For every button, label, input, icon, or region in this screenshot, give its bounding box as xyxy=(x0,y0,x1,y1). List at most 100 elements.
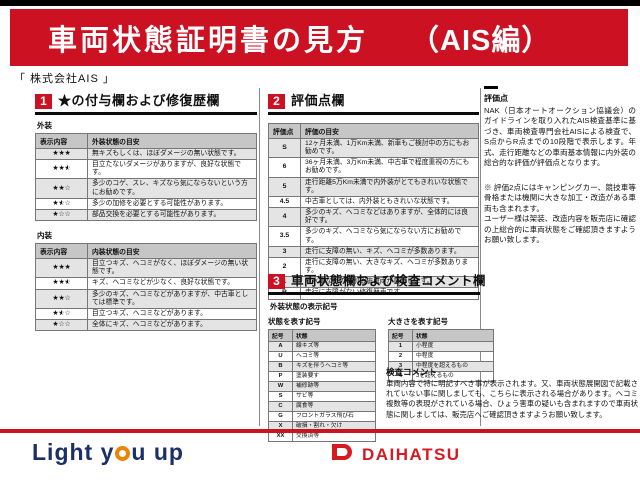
table-row: S 12ヶ月未満、1万Km未満、新車もご検討中の方にもお勧めです。 xyxy=(268,137,479,159)
table-row: ★★☆ 多少のキズ、ヘコミなどがありますが、中古車としては標準です。 xyxy=(35,288,257,309)
side-body-text: NAK（日本オートオークション協議会）のガイドラインを取り入れたAIS検査基準に… xyxy=(484,106,636,168)
section-number-badge: 3 xyxy=(268,274,285,289)
symbol-cell: 3.5 xyxy=(268,226,301,247)
column-header: 内装状態の目安 xyxy=(87,243,257,260)
description-cell: 目立たないダメージがありますが、良好な状態です。 xyxy=(87,159,257,180)
description-cell: 多少のコゲ、スレ、キズなら気にならないという方にお勧めです。 xyxy=(87,178,257,199)
page-title-edition: （AIS編） xyxy=(410,24,552,57)
table-row: ★★★ 無キズもしくは、ほぼダメージの無い状態です。 xyxy=(35,147,257,161)
daihatsu-d-mark-icon xyxy=(330,442,356,467)
description-cell: 目立つキズ、ヘコミがなく、ほぼダメージの無い状態です。 xyxy=(87,258,257,279)
side-note-line1: ※ 評価2点にはキャンピングカー、競技車等骨格または機関に大きな加工・改造がある… xyxy=(484,182,636,213)
star-rating: ★★☆ xyxy=(52,294,71,302)
inspection-comment-block: 検査コメント 車両内容で特に明記すべき事が表示されます。又、車両状態展開図で記載… xyxy=(386,366,638,420)
column-header: 状態 xyxy=(412,329,494,342)
table-row: 3.5 多少のキズ、ヘコミなら気にならない方にお勧めです。 xyxy=(268,226,479,247)
symbol-cell: G xyxy=(268,410,293,422)
half-star-icon: ☆ ★ xyxy=(64,165,71,173)
table-row: U ヘコミ等 xyxy=(268,350,376,362)
symbol-cell: 4.5 xyxy=(268,195,301,209)
description-cell: 部品交換を必要とする可能性があります。 xyxy=(87,208,257,222)
section-number-badge: 1 xyxy=(35,94,52,109)
description-cell: フロントガラス飛び石 xyxy=(292,410,376,422)
half-star-icon: ☆ ★ xyxy=(58,199,65,207)
description-cell: 多少の加修を必要とする可能性があります。 xyxy=(87,197,257,210)
description-cell: ヘコミ等 xyxy=(292,350,376,362)
section-star-rating: 1 ★の付与欄および修復歴欄 外装 表示内容 外装状態の目安 ★★★ 無キズもしくは、… xyxy=(35,90,257,332)
star-rating-cell: ★☆ ★ ☆ xyxy=(35,197,88,210)
description-cell: キズを伴うヘコミ等 xyxy=(292,360,376,372)
table-row: 4 3を超えるもの xyxy=(388,370,494,382)
interior-star-table: 表示内容 内装状態の目安 ★★★ 目立つキズ、ヘコミがなく、ほぼダメージの無い状態です… xyxy=(35,243,257,332)
column-header: 状態 xyxy=(292,329,376,342)
star-rating-cell: ★★☆ xyxy=(35,288,88,309)
side-note-line2: ユーザー様は架装、改造内容を販売店に確認の上総合的に車両状態をご確認頂きますよう… xyxy=(484,214,636,245)
evaluation-points-table: 評価点 評価の目安 S 12ヶ月未満、1万Km未満、新車もご検討中の方にもお勧めです。… xyxy=(268,123,479,300)
page-header-banner: 車両状態証明書の見方 （AIS編） xyxy=(10,9,628,66)
symbol-cell: 5 xyxy=(268,176,301,197)
star-rating: ★★☆ ★ xyxy=(52,279,71,287)
footer-divider-line xyxy=(0,429,640,433)
symbol-cell: 2 xyxy=(388,350,413,362)
section1-title: ★の付与欄および修復歴欄 xyxy=(58,93,221,108)
symbol-cell: U xyxy=(268,350,293,362)
star-rating: ★☆☆ xyxy=(52,210,71,218)
dash-mark xyxy=(484,86,498,89)
table-row: X 破損・割れ・欠け xyxy=(268,420,376,432)
exterior-label: 外装 xyxy=(37,121,52,130)
description-cell: 中古車としては、内外装ともきれいな状態です。 xyxy=(300,195,479,209)
page-title: 車両状態証明書の見方 xyxy=(48,24,369,57)
table-row: A 線キズ等 xyxy=(268,341,376,352)
description-cell: 塗装要す xyxy=(292,370,376,382)
state-symbol-label: 状態を表す記号 xyxy=(268,317,321,326)
exterior-star-table: 表示内容 外装状態の目安 ★★★ 無キズもしくは、ほぼダメージの無い状態です。 ★★☆ ★… xyxy=(35,133,257,222)
exterior-symbols-subheading: 外装状態の表示記号 xyxy=(270,302,338,311)
symbol-tables-area: 状態を表す記号 記号 状態 A 線キズ等 U ヘコミ等 B キズを伴うヘコミ等 P 塗装要す W 補修… xyxy=(268,314,640,442)
state-symbol-table: 記号 状態 A 線キズ等 U ヘコミ等 B キズを伴うヘコミ等 P 塗装要す W 補修跡等 S サビ等 C 腐… xyxy=(268,329,376,442)
symbol-cell: S xyxy=(268,137,301,159)
table-row: 3 走行に支障の無い、キズ、ヘコミが多数あります。 xyxy=(268,245,479,258)
column-divider xyxy=(259,88,260,426)
star-rating: ★★★ xyxy=(52,150,71,157)
table-row: B キズを伴うヘコミ等 xyxy=(268,360,376,372)
symbol-cell: 6 xyxy=(268,157,301,178)
table-row: ★☆☆ 全体にキズ、ヘコミなどがあります。 xyxy=(35,319,257,332)
star-rating: ★★☆ ★ xyxy=(52,165,71,173)
star-rating-cell: ★☆ ★ ☆ xyxy=(35,307,88,321)
symbol-cell: W xyxy=(268,380,293,392)
slogan-text-right: u up xyxy=(131,439,184,465)
description-cell: 補修跡等 xyxy=(292,380,376,392)
inspection-comment-text: 車両内容で特に明記すべき事が表示されます。又、車両状態展開図で記載されていない事… xyxy=(386,379,638,419)
inspection-comment-heading: 検査コメント xyxy=(386,367,438,377)
table-row: ★☆☆ 部品交換を必要とする可能性があります。 xyxy=(35,208,257,222)
description-cell: 多少のキズ、ヘコミなら気にならない方にお勧めです。 xyxy=(300,226,479,247)
description-cell: 3を超えるもの xyxy=(412,370,494,382)
column-header: 表示内容 xyxy=(35,133,88,149)
table-header-row: 記号 状態 xyxy=(268,329,376,342)
section-evaluation-points: 2 評価点欄 評価点 評価の目安 S 12ヶ月未満、1万Km未満、新車もご検討中の方に… xyxy=(268,90,479,300)
column-header: 記号 xyxy=(268,329,293,342)
symbol-cell: P xyxy=(268,370,293,382)
table-row: ★★☆ 多少のコゲ、スレ、キズなら気にならないという方にお勧めです。 xyxy=(35,178,257,199)
description-cell: 12ヶ月未満、1万Km未満、新車もご検討中の方にもお勧めです。 xyxy=(300,137,479,159)
table-row: 6 36ヶ月未満、3万Km未満、中古車で程度重視の方にもお勧めです。 xyxy=(268,157,479,178)
side-note-text: ※ 評価2点にはキャンピングカー、競技車等骨格または機関に大きな加工・改造がある… xyxy=(484,183,636,246)
star-rating-cell: ★★★ xyxy=(35,258,88,279)
daihatsu-slogan-logo: Light y u up xyxy=(32,439,184,466)
description-cell: 中程度 xyxy=(412,350,494,362)
interior-label: 内装 xyxy=(37,231,52,241)
symbol-cell: C xyxy=(268,400,293,412)
section2-header: 2 評価点欄 xyxy=(268,90,479,115)
star-rating: ★★★ xyxy=(52,264,71,272)
section-number-badge: 2 xyxy=(268,94,285,109)
symbol-cell: 4 xyxy=(268,207,301,228)
evaluation-explanation-panel: 評価点 NAK（日本オートオークション協議会）のガイドラインを取り入れたAIS検… xyxy=(484,86,636,246)
table-row: ★☆ ★ ☆ 多少の加修を必要とする可能性があります。 xyxy=(35,197,257,210)
star-rating-cell: ★★☆ ★ xyxy=(35,277,88,290)
daihatsu-brand-logo: DAIHATSU xyxy=(330,442,461,467)
column-header: 評価の目安 xyxy=(300,123,479,139)
size-symbol-table: 記号 状態 1 小程度 2 中程度 3 中程度を超えるもの 4 3を超えるもの xyxy=(388,329,494,382)
table-row: 4.5 中古車としては、内外装ともきれいな状態です。 xyxy=(268,195,479,209)
column-header: 記号 xyxy=(388,329,413,342)
column-header: 評価点 xyxy=(268,123,301,139)
